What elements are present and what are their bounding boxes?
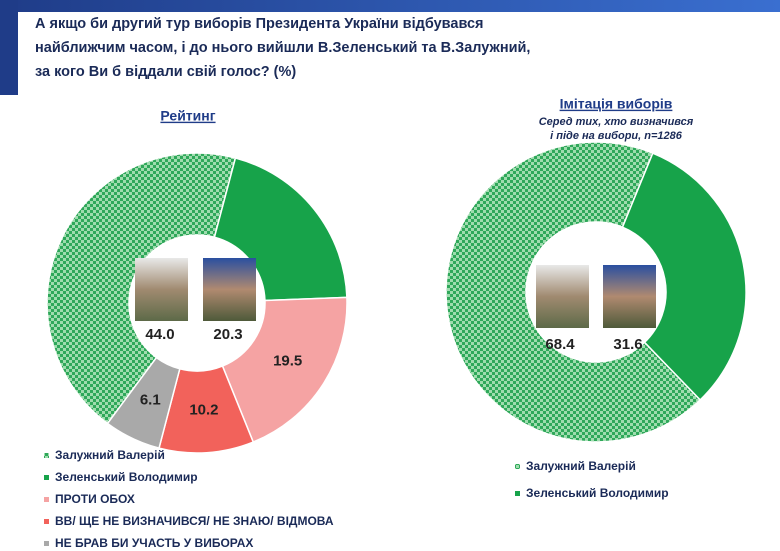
value-label: 31.6 — [613, 336, 642, 353]
donut-slice — [213, 157, 348, 302]
photo — [135, 258, 188, 321]
legend-swatch — [515, 491, 520, 496]
donut-slice — [445, 141, 702, 443]
legend-swatch — [44, 497, 49, 502]
legend-label: Зеленський Володимир — [55, 470, 198, 484]
legend-swatch — [44, 519, 49, 524]
legend-label: ПРОТИ ОБОХ — [55, 492, 135, 506]
value-label: 6.1 — [140, 391, 161, 408]
subtitle: Серед тих, хто визначився — [539, 116, 694, 128]
legend-label: ВВ/ ЩЕ НЕ ВИЗНАЧИВСЯ/ НЕ ЗНАЮ/ ВІДМОВА — [55, 514, 334, 528]
legend-label: Залужний Валерій — [55, 448, 165, 462]
donut-slice — [621, 152, 747, 401]
value-label: 19.5 — [273, 353, 302, 370]
chart-title: Імітація виборів — [560, 96, 673, 112]
legend-swatch — [44, 475, 49, 480]
legend-label: НЕ БРАВ БИ УЧАСТЬ У ВИБОРАХ — [55, 536, 253, 550]
value-label: 68.4 — [545, 336, 575, 353]
donut-slice — [106, 356, 181, 450]
legend-swatch — [44, 453, 49, 458]
photo — [536, 265, 589, 328]
value-label: 10.2 — [189, 402, 218, 419]
legend-swatch — [44, 541, 49, 546]
chart-title: Рейтинг — [160, 108, 215, 124]
title-line: А якщо би другий тур виборів Президента … — [35, 16, 484, 32]
donut-slice — [46, 152, 237, 425]
donut-slice — [221, 296, 348, 444]
header-bar — [0, 0, 780, 12]
legend-swatch — [515, 464, 520, 469]
subtitle: і піде на вибори, n=1286 — [550, 130, 683, 142]
photo — [203, 258, 256, 321]
title-line: найближчим часом, і до нього вийшли В.Зе… — [35, 40, 530, 56]
value-label: 20.3 — [213, 326, 242, 343]
title-line: за кого Ви б віддали свій голос? (%) — [35, 64, 296, 80]
legend-label: Зеленський Володимир — [526, 486, 669, 500]
legend-label: Залужний Валерій — [526, 459, 636, 473]
side-bar — [0, 0, 18, 95]
value-label: 44.0 — [145, 326, 174, 343]
photo — [603, 265, 656, 328]
